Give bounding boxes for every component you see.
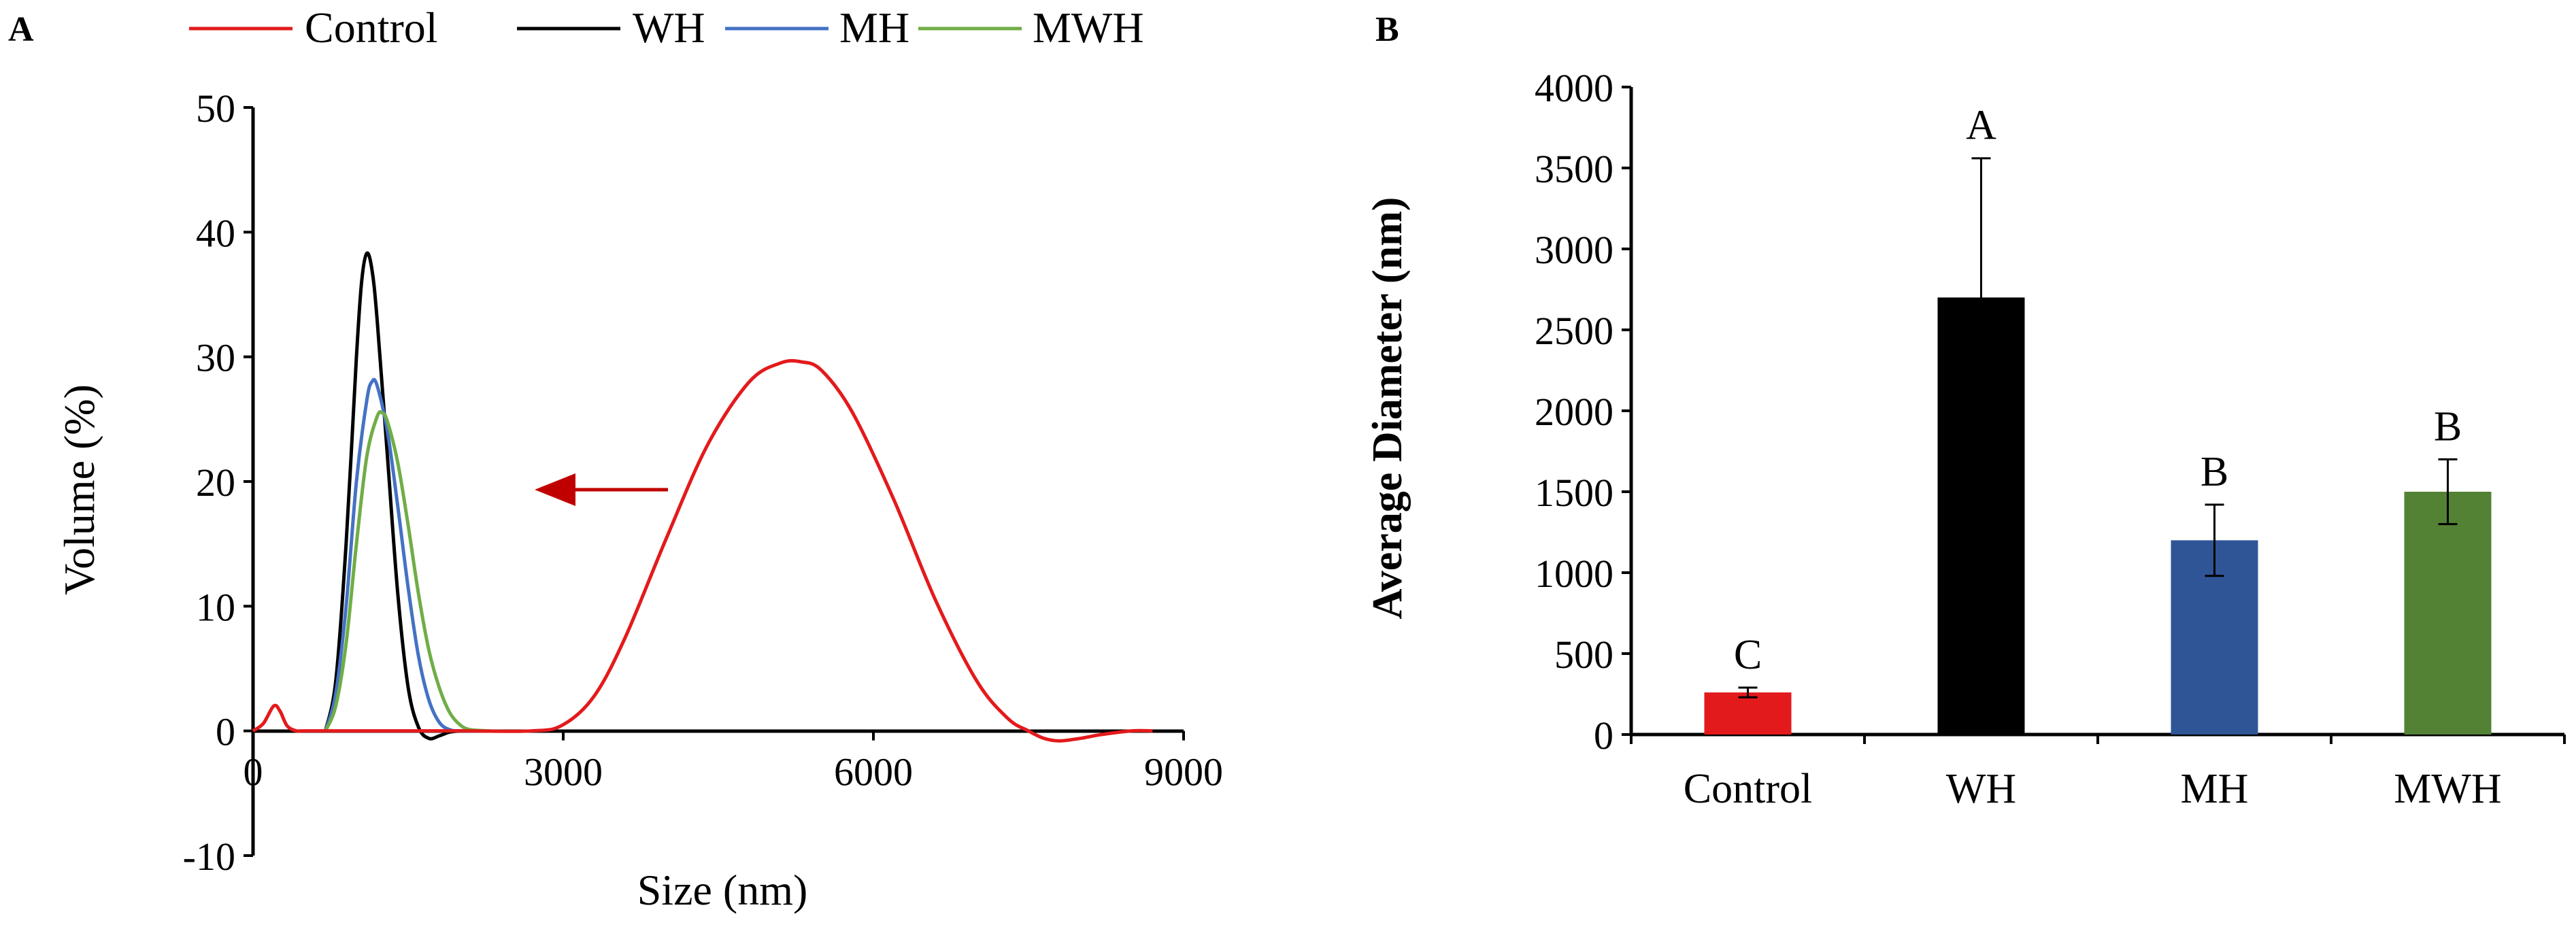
y-axis-title: Average Diameter (nm) xyxy=(1365,197,1411,620)
series-line-mh xyxy=(323,377,481,733)
y-tick-label: 40 xyxy=(196,211,235,255)
legend: Control WH MH MWH xyxy=(189,3,1144,52)
category-label-mwh: MWH xyxy=(2394,766,2501,812)
x-tick-label: 0 xyxy=(244,750,263,794)
bars: C Control A WH B MH B MWH xyxy=(1684,103,2502,812)
y-tick-label: 0 xyxy=(1594,713,1613,758)
y-axis-ticks: 0 500 1000 1500 2000 2500 3000 3500 4000 xyxy=(1535,66,1631,758)
significance-letter-control: C xyxy=(1734,632,1762,678)
panel-b-bar-chart: B 0 500 1000 1500 2000 2500 3000 3500 4000 C Cont… xyxy=(1365,10,2566,812)
bar-mwh xyxy=(2404,492,2492,735)
legend-label-mwh: MWH xyxy=(1033,3,1144,52)
y-tick-label: 30 xyxy=(196,336,235,380)
significance-letter-mh: B xyxy=(2201,449,2228,495)
y-tick-label: 10 xyxy=(196,585,235,629)
y-tick-label: 50 xyxy=(196,86,235,131)
shift-arrow xyxy=(535,473,668,506)
y-tick-label: 1500 xyxy=(1535,471,1613,515)
series-line-mwh xyxy=(324,409,491,733)
y-axis-title: Volume (%) xyxy=(55,384,103,595)
x-tick-label: 9000 xyxy=(1144,750,1223,794)
y-tick-label: 0 xyxy=(216,710,235,754)
category-label-mh: MH xyxy=(2181,766,2249,812)
x-tick-label: 6000 xyxy=(834,750,913,794)
significance-letter-mwh: B xyxy=(2434,403,2462,450)
x-axis-ticks xyxy=(1630,735,2566,744)
y-tick-label: 500 xyxy=(1554,633,1613,677)
series-line-wh xyxy=(323,251,461,741)
y-tick-label: 1000 xyxy=(1535,552,1613,596)
panel-b-label: B xyxy=(1375,10,1399,49)
x-tick-label: 3000 xyxy=(524,750,603,794)
y-axis-ticks: -10 0 10 20 30 40 50 xyxy=(183,86,253,879)
significance-letter-wh: A xyxy=(1966,103,1996,149)
y-tick-label: 2500 xyxy=(1535,309,1613,353)
category-label-wh: WH xyxy=(1946,766,2016,812)
y-tick-label: 4000 xyxy=(1535,66,1613,110)
series-line-control xyxy=(252,358,1153,743)
x-axis-title: Size (nm) xyxy=(637,866,808,914)
legend-label-wh: WH xyxy=(633,3,705,52)
y-tick-label: 2000 xyxy=(1535,390,1613,434)
bar-control xyxy=(1704,692,1792,735)
y-tick-label: 3000 xyxy=(1535,228,1613,272)
legend-label-mh: MH xyxy=(839,3,909,52)
category-label-control: Control xyxy=(1684,766,1812,812)
y-tick-label: -10 xyxy=(183,835,235,879)
x-axis-ticks: 0 3000 6000 9000 xyxy=(244,730,1223,794)
legend-label-control: Control xyxy=(305,3,438,52)
y-tick-label: 3500 xyxy=(1535,147,1613,191)
line-series xyxy=(252,251,1153,743)
panel-a-label: A xyxy=(8,10,34,49)
y-tick-label: 20 xyxy=(196,460,235,505)
